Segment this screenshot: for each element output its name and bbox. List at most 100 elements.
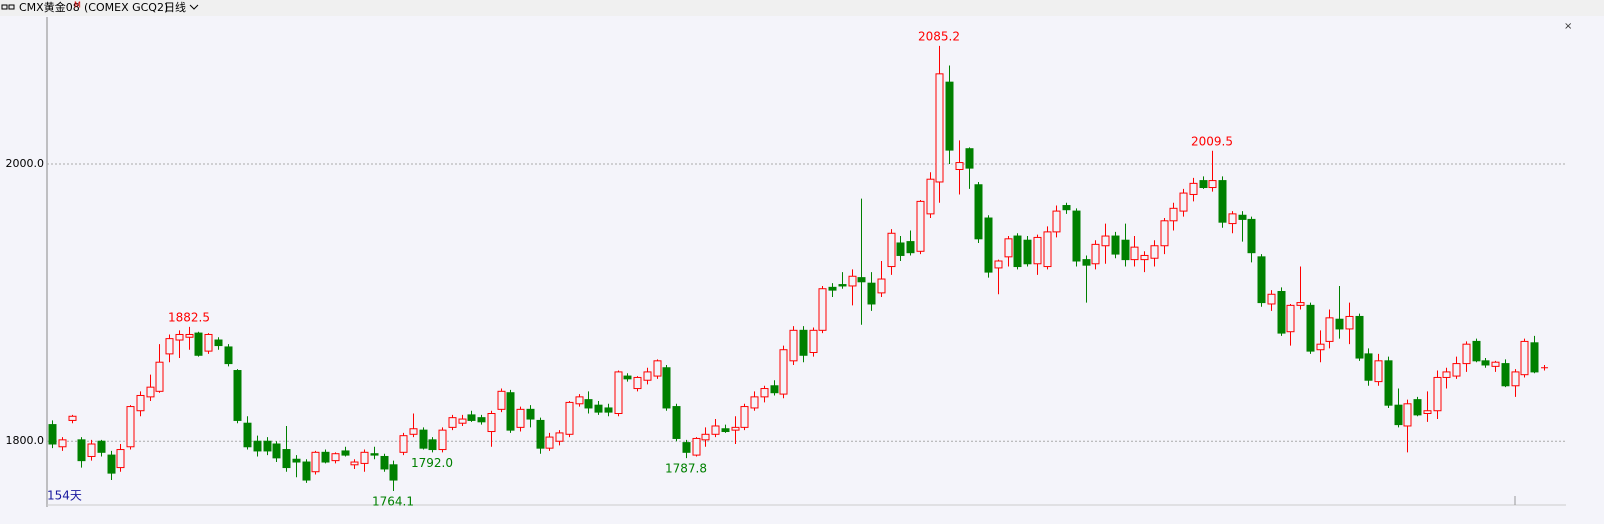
candle-body	[1442, 371, 1451, 378]
candle-body	[672, 406, 681, 439]
candle-body	[224, 346, 233, 365]
close-button[interactable]: ×	[1564, 21, 1572, 32]
candle-body	[214, 339, 223, 347]
extreme-label: 1792.0	[411, 456, 453, 470]
candle-body	[926, 178, 935, 215]
candle-body	[1033, 236, 1042, 265]
candle-body	[1491, 361, 1500, 367]
candle-body	[1345, 315, 1354, 330]
candle-body	[438, 429, 447, 451]
candle-body	[350, 461, 359, 466]
candle-body	[575, 396, 584, 405]
candle-body	[1325, 317, 1334, 342]
candle-body	[633, 376, 642, 390]
candle-body	[857, 277, 866, 283]
candle-body	[302, 461, 311, 481]
candle-body	[1238, 214, 1247, 220]
candle-body	[253, 440, 262, 452]
candle-body	[838, 284, 847, 287]
candle-body	[194, 332, 203, 356]
candle-body	[1121, 239, 1130, 261]
candle-body	[916, 200, 925, 252]
extreme-label: 2085.2	[918, 29, 960, 43]
candle-body	[1082, 259, 1091, 266]
candle-body	[467, 414, 476, 421]
candle-body	[380, 455, 389, 470]
candle-body	[146, 386, 155, 398]
candle-body	[799, 329, 808, 356]
period-dropdown-arrow[interactable]	[189, 4, 199, 10]
candle-body	[1501, 363, 1510, 387]
candle-body	[711, 425, 720, 435]
candle-body	[263, 440, 272, 452]
candle-body	[594, 404, 603, 413]
candle-body	[1511, 371, 1520, 387]
candle-body	[311, 451, 320, 473]
candle-body	[887, 232, 896, 268]
candle-body	[1023, 239, 1032, 265]
candle-body	[87, 443, 96, 457]
candle-body	[1179, 192, 1188, 212]
candle-body	[1052, 210, 1061, 233]
candle-body	[848, 275, 857, 287]
candle-body	[1296, 302, 1305, 306]
candle-body	[1208, 180, 1217, 189]
candle-body	[692, 437, 701, 456]
candle-body	[477, 417, 486, 423]
candle-body	[1130, 246, 1139, 261]
candle-body	[58, 439, 67, 448]
candle-body	[506, 392, 515, 431]
candle-body	[1413, 399, 1422, 416]
extreme-label: 2009.5	[1191, 134, 1233, 148]
candle-body	[965, 148, 974, 169]
candle-body	[175, 333, 184, 341]
candle-body	[740, 406, 749, 428]
candle-body	[116, 449, 125, 469]
candle-body	[1462, 343, 1471, 365]
candle-body	[165, 338, 174, 355]
candle-body	[448, 417, 457, 428]
candle-body	[984, 217, 993, 273]
candle-body	[1267, 293, 1276, 305]
candle-body	[1004, 238, 1013, 258]
candle-body	[409, 428, 418, 435]
candle-body	[419, 429, 428, 449]
candle-body	[935, 73, 944, 183]
period-selector[interactable]: 日线	[164, 0, 186, 14]
header-bar	[0, 0, 1604, 16]
candle-body	[994, 260, 1003, 269]
candle-body	[331, 453, 340, 462]
candle-body	[955, 162, 964, 170]
extreme-label: 1882.5	[168, 310, 210, 324]
candle-body	[497, 390, 506, 410]
candle-body	[750, 396, 759, 409]
candle-body	[828, 286, 837, 291]
candle-body	[1072, 210, 1081, 262]
candle-body	[243, 422, 252, 448]
candle-body	[1306, 304, 1315, 352]
candle-body	[945, 81, 954, 151]
candle-body	[614, 371, 623, 414]
candle-body	[974, 184, 983, 240]
candle-body	[1530, 342, 1539, 373]
candle-body	[68, 415, 77, 421]
candle-body	[487, 413, 496, 433]
candle-body	[272, 443, 281, 459]
candle-body	[877, 278, 886, 294]
symbol-superscript: M	[74, 1, 81, 10]
candle-body	[545, 436, 554, 449]
candle-body	[1355, 315, 1364, 359]
candle-body	[526, 408, 535, 420]
candle-body	[1316, 343, 1325, 351]
candle-body	[682, 442, 691, 453]
candle-body	[1160, 220, 1169, 247]
header-icon	[1, 4, 15, 10]
candle-body	[1257, 256, 1266, 304]
candle-body	[77, 439, 86, 462]
candle-body	[555, 432, 564, 442]
candle-body	[789, 329, 798, 362]
candle-body	[1111, 235, 1120, 255]
candle-body	[155, 361, 164, 392]
candle-body	[809, 329, 818, 353]
